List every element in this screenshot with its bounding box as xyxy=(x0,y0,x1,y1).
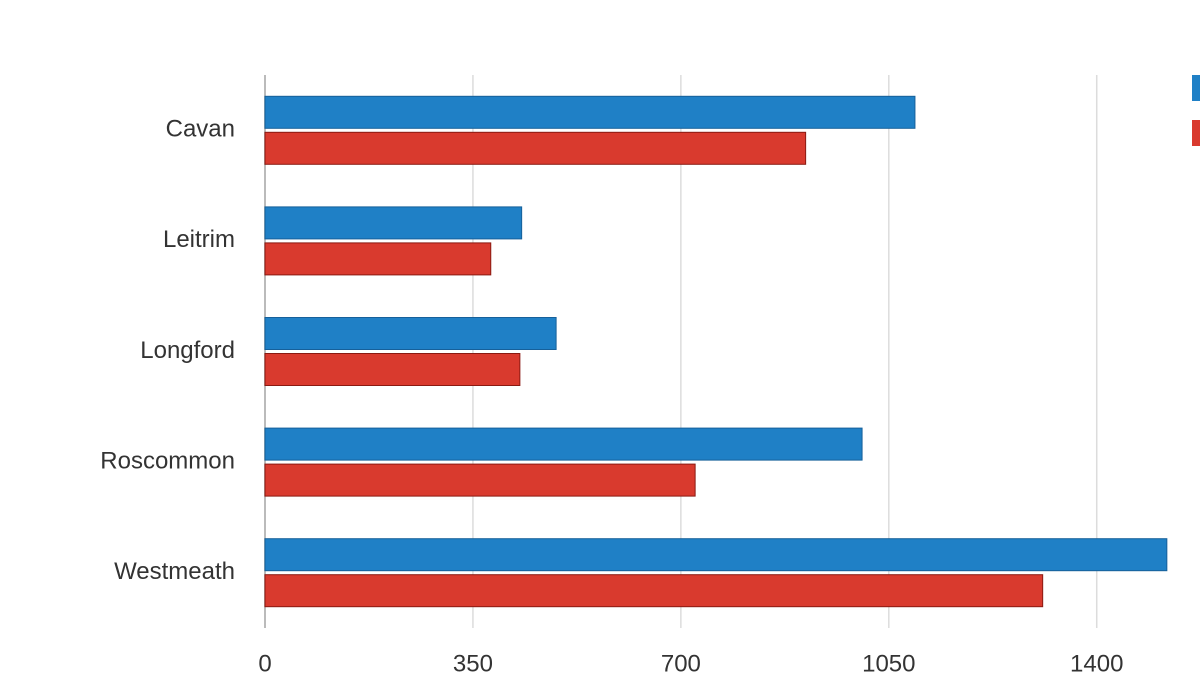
legend-swatch xyxy=(1192,75,1200,101)
y-tick-label: Cavan xyxy=(166,116,235,143)
bar xyxy=(264,206,523,240)
bar xyxy=(264,463,696,497)
bar xyxy=(264,427,863,461)
x-tick-label: 350 xyxy=(453,650,493,677)
bar xyxy=(264,353,521,386)
bar xyxy=(264,95,916,129)
bar xyxy=(264,574,1044,608)
y-tick-label: Westmeath xyxy=(114,558,235,585)
bar xyxy=(264,538,1168,572)
bar xyxy=(264,131,807,165)
bar xyxy=(264,242,492,276)
y-tick-label: Roscommon xyxy=(100,447,235,474)
x-tick-label: 0 xyxy=(258,650,271,677)
bar xyxy=(264,317,557,350)
y-tick-label: Longford xyxy=(140,337,235,364)
y-tick-label: Leitrim xyxy=(163,226,235,253)
x-tick-label: 1400 xyxy=(1070,650,1123,677)
x-tick-label: 1050 xyxy=(862,650,915,677)
legend-swatch xyxy=(1192,120,1200,146)
x-tick-label: 700 xyxy=(661,650,701,677)
